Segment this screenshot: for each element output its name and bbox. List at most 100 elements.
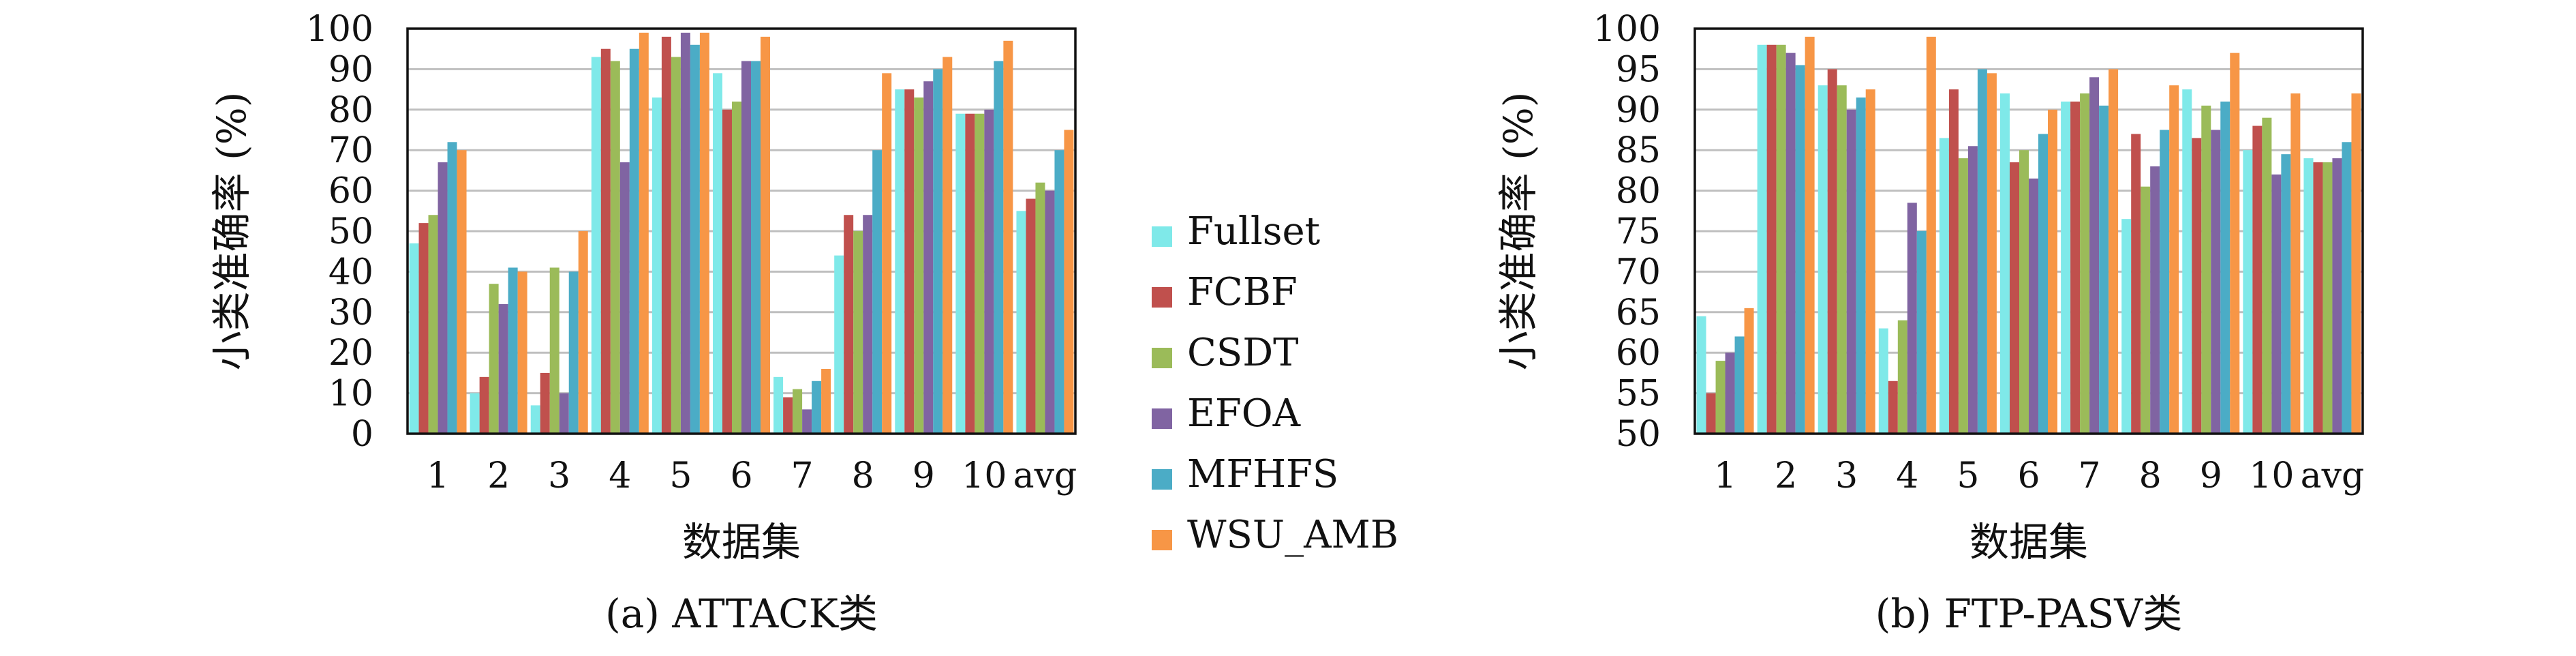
bar-mfhfs-6 <box>2038 134 2048 434</box>
bar-csdt-6 <box>2019 150 2029 434</box>
bar-efoa-9 <box>923 81 934 434</box>
bar-mfhfs-6 <box>751 61 761 434</box>
bar-efoa-7 <box>802 409 812 434</box>
y-tick-label: 55 <box>1616 374 1661 415</box>
bar-mfhfs-3 <box>568 271 579 434</box>
bar-wsu_amb-4 <box>1926 36 1936 434</box>
bar-csdt-4 <box>1897 320 1907 434</box>
legend-swatch-mfhfs <box>1152 469 1172 490</box>
bar-fcbf-3 <box>1827 69 1837 434</box>
legend-swatch-fullset <box>1152 226 1172 247</box>
bar-csdt-4 <box>610 61 620 434</box>
bar-efoa-10 <box>984 109 994 434</box>
bar-csdt-9 <box>914 97 924 434</box>
bar-mfhfs-7 <box>2099 105 2109 434</box>
bar-fcbf-avg <box>2313 162 2323 434</box>
y-tick-label: 50 <box>328 211 373 252</box>
y-tick-label: 95 <box>1616 49 1661 90</box>
x-tick-label: 10 <box>962 456 1007 496</box>
bar-fullset-10 <box>955 113 966 434</box>
bar-fcbf-4 <box>1888 381 1898 434</box>
y-tick-label: 90 <box>328 49 373 90</box>
bar-wsu_amb-10 <box>1003 40 1013 434</box>
plot-frame <box>1693 27 2364 435</box>
bar-fullset-1 <box>1696 316 1706 434</box>
bar-csdt-1 <box>1715 361 1726 434</box>
x-tick-label: 9 <box>913 456 935 496</box>
bar-csdt-3 <box>549 267 559 434</box>
bar-mfhfs-10 <box>2281 154 2291 434</box>
bar-efoa-5 <box>1967 146 1978 434</box>
bar-wsu_amb-6 <box>2048 109 2057 434</box>
bar-fullset-avg <box>1016 211 1026 434</box>
bar-fcbf-5 <box>661 36 671 434</box>
x-tick-label: 3 <box>1835 456 1858 496</box>
bar-wsu_amb-4 <box>639 32 649 434</box>
bar-fcbf-2 <box>1766 44 1777 434</box>
y-tick-label: 100 <box>306 9 373 50</box>
bar-fcbf-4 <box>600 48 611 434</box>
y-tick-label: 75 <box>1616 211 1661 252</box>
bar-efoa-avg <box>2332 158 2342 434</box>
bar-efoa-6 <box>741 61 751 434</box>
bar-csdt-1 <box>428 215 438 434</box>
x-tick-label: 8 <box>852 456 874 496</box>
bar-mfhfs-2 <box>508 267 518 434</box>
bar-efoa-4 <box>1907 203 1917 434</box>
bar-wsu_amb-10 <box>2290 93 2301 434</box>
x-tick-label: 7 <box>2079 456 2101 496</box>
bar-wsu_amb-7 <box>2109 69 2119 434</box>
bar-fullset-1 <box>409 243 419 434</box>
bar-csdt-2 <box>489 284 499 434</box>
bar-efoa-3 <box>1846 109 1856 434</box>
bar-csdt-7 <box>793 389 803 434</box>
y-tick-label: 10 <box>328 374 373 415</box>
bar-efoa-3 <box>559 393 569 434</box>
bar-mfhfs-1 <box>1734 336 1745 434</box>
legend-label: MFHFS <box>1187 452 1338 496</box>
y-axis-label: 小类准确率 (%) <box>1495 92 1542 371</box>
bar-csdt-8 <box>853 231 863 434</box>
bar-fullset-3 <box>530 405 540 434</box>
x-tick-label: 5 <box>1957 456 1979 496</box>
bar-efoa-7 <box>2089 77 2100 434</box>
bar-fullset-7 <box>773 376 784 434</box>
plot-frame <box>406 27 1077 435</box>
x-tick-label: 4 <box>1896 456 1918 496</box>
bar-wsu_amb-7 <box>821 368 831 434</box>
x-tick-label: 1 <box>1714 456 1736 496</box>
bar-fcbf-7 <box>2070 101 2081 434</box>
bar-wsu_amb-1 <box>1744 308 1754 434</box>
bar-csdt-5 <box>1958 158 1968 434</box>
bar-fullset-9 <box>2182 89 2192 434</box>
y-tick-label: 30 <box>328 293 373 333</box>
bar-csdt-9 <box>2201 105 2211 434</box>
bar-fcbf-9 <box>904 89 915 434</box>
y-tick-label: 60 <box>1616 333 1661 374</box>
bar-fcbf-1 <box>1706 393 1716 434</box>
legend-label: WSU_AMB <box>1187 513 1398 557</box>
legend-label: FCBF <box>1187 270 1298 314</box>
bar-mfhfs-9 <box>933 69 943 434</box>
bar-efoa-2 <box>498 303 508 434</box>
bar-csdt-avg <box>2322 162 2333 434</box>
x-tick-label: avg <box>1013 456 1077 496</box>
bar-fcbf-avg <box>1026 198 1036 434</box>
bar-wsu_amb-2 <box>1805 36 1815 434</box>
legend-label: EFOA <box>1187 391 1301 436</box>
bar-mfhfs-2 <box>1795 65 1805 434</box>
bar-efoa-10 <box>2271 174 2282 434</box>
x-tick-label: 2 <box>487 456 510 496</box>
y-tick-label: 100 <box>1593 9 1661 50</box>
bar-fcbf-1 <box>418 223 429 434</box>
bar-csdt-6 <box>732 101 741 434</box>
bar-efoa-9 <box>2211 130 2221 434</box>
bar-csdt-5 <box>671 57 681 434</box>
bar-mfhfs-5 <box>690 44 700 434</box>
bar-fcbf-9 <box>2192 138 2202 434</box>
panel-caption: (a) ATTACK类 <box>605 591 878 637</box>
y-tick-label: 50 <box>1616 414 1661 455</box>
